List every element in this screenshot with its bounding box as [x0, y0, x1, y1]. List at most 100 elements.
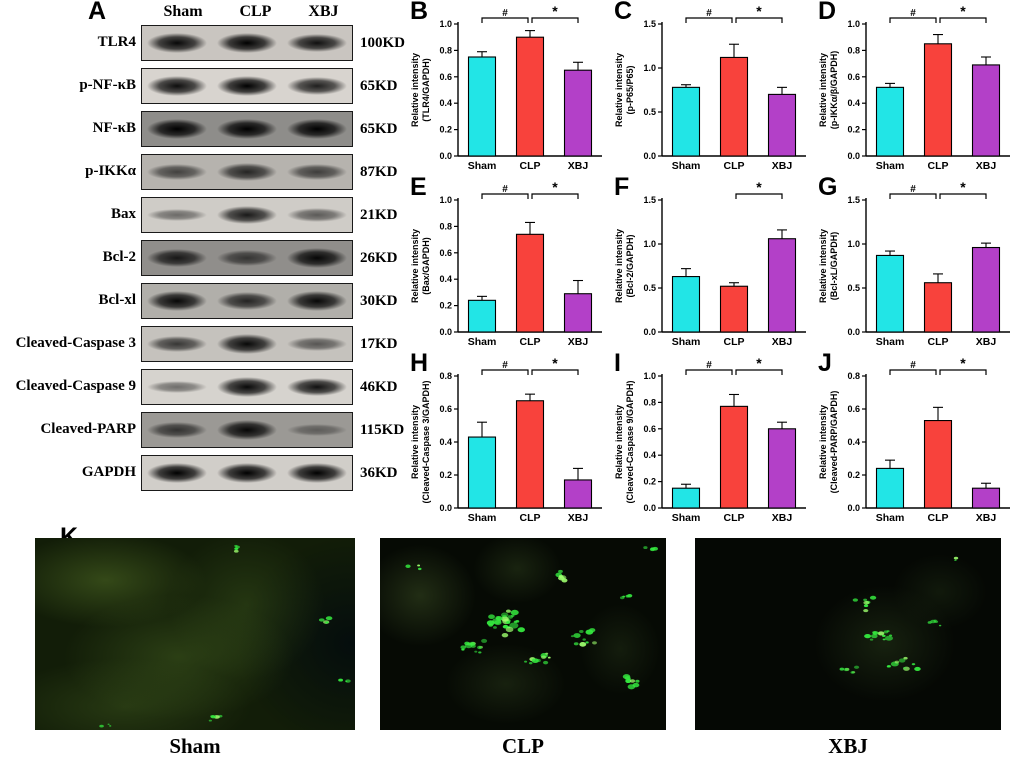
panel-letter-b: B	[410, 0, 429, 25]
bar-clp	[719, 285, 749, 333]
svg-text:XBJ: XBJ	[568, 160, 589, 172]
svg-text:0.2: 0.2	[439, 125, 452, 135]
y-axis-label: (Cleaved-PARP/GAPDH)	[829, 391, 839, 494]
blot-band	[217, 377, 277, 397]
protein-label: GAPDH	[81, 464, 136, 481]
panel-letter-a: A	[88, 0, 107, 25]
bar-clp	[719, 405, 749, 509]
bar-sham	[671, 487, 701, 509]
svg-text:0.8: 0.8	[643, 397, 656, 407]
significance-marker: #	[910, 184, 916, 195]
svg-text:Sham: Sham	[672, 336, 701, 348]
blot-band	[147, 208, 207, 222]
svg-text:0.0: 0.0	[847, 503, 860, 513]
svg-text:0.0: 0.0	[439, 327, 452, 337]
panel-letter-d: D	[818, 0, 837, 25]
blot-row: NF-κB 65KD	[0, 111, 408, 147]
svg-text:0.4: 0.4	[847, 437, 860, 447]
bar-chart: 0.0 0.5 1.0 1.5 Sham CLP XBJ # * Relative intensi…	[818, 179, 1010, 348]
svg-text:XBJ: XBJ	[568, 512, 589, 524]
fluorescence-speckles	[99, 544, 351, 728]
blot-band	[287, 291, 347, 311]
svg-text:0.2: 0.2	[439, 470, 452, 480]
blot-image	[141, 283, 353, 319]
svg-text:0.0: 0.0	[643, 327, 656, 337]
svg-text:0.8: 0.8	[847, 371, 860, 381]
bar-xbj	[563, 69, 593, 157]
significance-marker: *	[552, 355, 558, 371]
panel-letter-h: H	[410, 349, 429, 377]
bar-chart: 0.0 0.2 0.4 0.6 0.8 Sham CLP XBJ # * Relative inte…	[410, 355, 602, 524]
svg-text:1.0: 1.0	[643, 371, 656, 381]
bar-xbj	[971, 246, 1001, 333]
blot-row: p-IKKα 87KD	[0, 154, 408, 190]
blot-row: p-NF-κB 65KD	[0, 68, 408, 104]
y-axis-label: (p-IKKα/β/GAPDH)	[829, 51, 839, 130]
significance-marker: *	[756, 179, 762, 195]
charts-grid: B 0.0 0.2 0.4 0.6 0.8 1.0 Sham CLP XBJ # * Relative …	[408, 0, 1020, 528]
blot-row: TLR4 100KD	[0, 25, 408, 61]
blot-band	[147, 335, 207, 353]
svg-text:1.0: 1.0	[643, 63, 656, 73]
blot-band	[217, 250, 277, 266]
chart-panel-j: J 0.0 0.2 0.4 0.6 0.8 Sham CLP XBJ # * Relative int…	[816, 349, 1020, 528]
blot-column-headers: Sham CLP XBJ	[145, 3, 357, 21]
y-axis-label: Relative intensity	[614, 405, 624, 479]
svg-text:0.5: 0.5	[847, 283, 860, 293]
svg-text:CLP: CLP	[520, 160, 541, 172]
svg-text:CLP: CLP	[724, 512, 745, 524]
blot-band	[217, 33, 277, 53]
bar-sham	[875, 254, 905, 333]
blot-band	[147, 33, 207, 53]
significance-marker: #	[910, 8, 916, 19]
svg-text:CLP: CLP	[724, 160, 745, 172]
svg-text:0.8: 0.8	[439, 371, 452, 381]
blot-image	[141, 326, 353, 362]
significance-marker: *	[756, 3, 762, 19]
blot-image	[141, 154, 353, 190]
blot-row: Cleaved-Caspase 3 17KD	[0, 326, 408, 362]
y-axis-label: (Bax/GAPDH)	[421, 237, 431, 295]
panel-letter-j: J	[818, 349, 832, 377]
significance-marker: *	[960, 179, 966, 195]
svg-text:0.8: 0.8	[439, 45, 452, 55]
bar-sham	[875, 86, 905, 157]
panel-letter-f: F	[614, 173, 630, 201]
protein-label: Cleaved-PARP	[40, 421, 136, 438]
bar-xbj	[563, 293, 593, 333]
blot-row: Bcl-xl 30KD	[0, 283, 408, 319]
panel-letter-i: I	[614, 349, 621, 377]
y-axis-label: Relative intensity	[410, 229, 420, 303]
svg-text:XBJ: XBJ	[772, 336, 793, 348]
svg-text:0.0: 0.0	[643, 503, 656, 513]
svg-text:0.6: 0.6	[643, 424, 656, 434]
svg-text:XBJ: XBJ	[976, 336, 997, 348]
svg-text:0.2: 0.2	[643, 477, 656, 487]
svg-text:CLP: CLP	[520, 512, 541, 524]
blot-image	[141, 111, 353, 147]
blot-band	[217, 205, 277, 225]
blot-image	[141, 369, 353, 405]
protein-label: Cleaved-Caspase 9	[15, 378, 136, 395]
blot-image	[141, 68, 353, 104]
fluorescence-speckles	[405, 546, 658, 690]
bar-clp	[719, 56, 749, 157]
significance-marker: #	[502, 8, 508, 19]
significance-marker: *	[552, 3, 558, 19]
bar-sham	[467, 436, 497, 509]
blot-image	[141, 240, 353, 276]
image-label-xbj: XBJ	[828, 734, 868, 758]
blot-image	[141, 197, 353, 233]
y-axis-label: (Bcl-xL/GAPDH)	[829, 232, 839, 301]
chart-panel-d: D 0.0 0.2 0.4 0.6 0.8 1.0 Sham CLP XBJ # * Relative …	[816, 0, 1020, 176]
kd-label: 30KD	[360, 292, 398, 309]
panel-western-blots: A Sham CLP XBJ TLR4 100KD p-NF-κB 65KD NF-κB…	[0, 0, 408, 522]
bar-chart: 0.0 0.2 0.4 0.6 0.8 1.0 Sham CLP XBJ # * Relative i…	[410, 3, 602, 172]
svg-text:0.4: 0.4	[439, 437, 452, 447]
blot-image	[141, 455, 353, 491]
blot-band	[147, 463, 207, 483]
blot-band	[287, 76, 347, 95]
bar-sham	[671, 86, 701, 157]
blot-band	[217, 420, 277, 440]
bar-chart: 0.0 0.5 1.0 1.5 Sham CLP XBJ * Relative intensit…	[614, 179, 806, 348]
